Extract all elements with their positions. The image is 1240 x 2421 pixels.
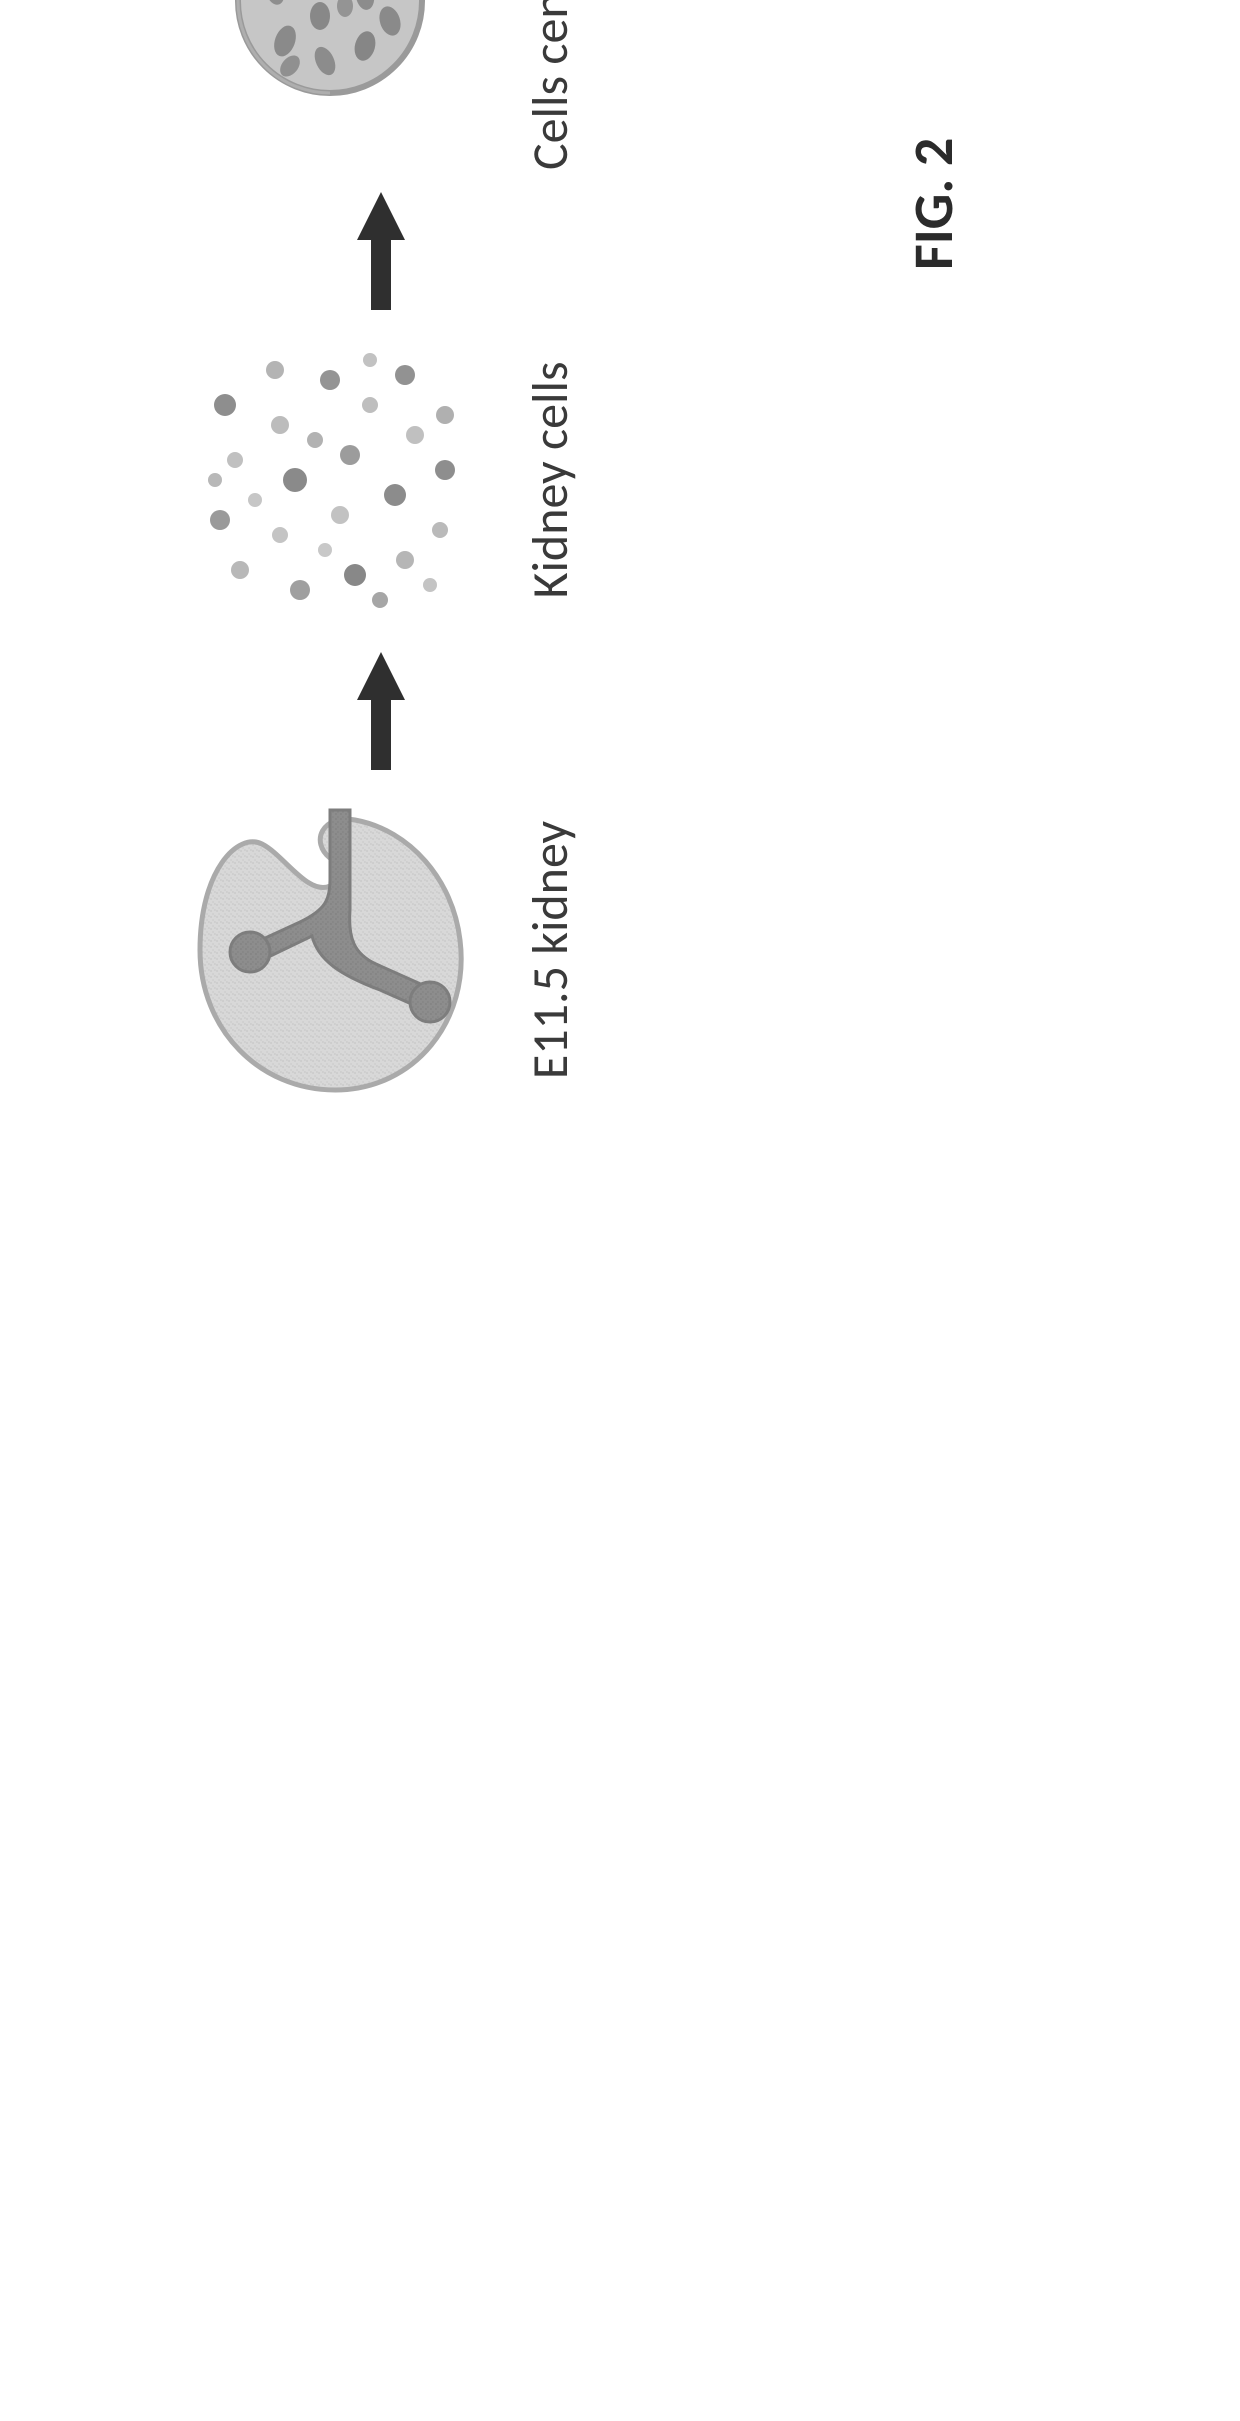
arrow-icon [351, 190, 411, 310]
flow-row: E11.5 kidney [180, 0, 581, 1110]
pellet-illustration [180, 0, 480, 116]
stage-label: E11.5 kidney [520, 821, 581, 1079]
arrow-icon [351, 650, 411, 770]
diagram-canvas: E11.5 kidney [0, 0, 1240, 1240]
figure-caption: FIG. 2 [900, 138, 968, 270]
stage-label: Kidney cells [520, 362, 581, 599]
stage-centrifuged: Cells centrifuged [180, 0, 581, 170]
stage-kidney: E11.5 kidney [180, 790, 581, 1110]
stage-label: Cells centrifuged [520, 0, 581, 170]
kidney-illustration [180, 790, 480, 1110]
scattered-cells-illustration [180, 330, 480, 630]
stage-kidney-cells: Kidney cells [180, 330, 581, 630]
